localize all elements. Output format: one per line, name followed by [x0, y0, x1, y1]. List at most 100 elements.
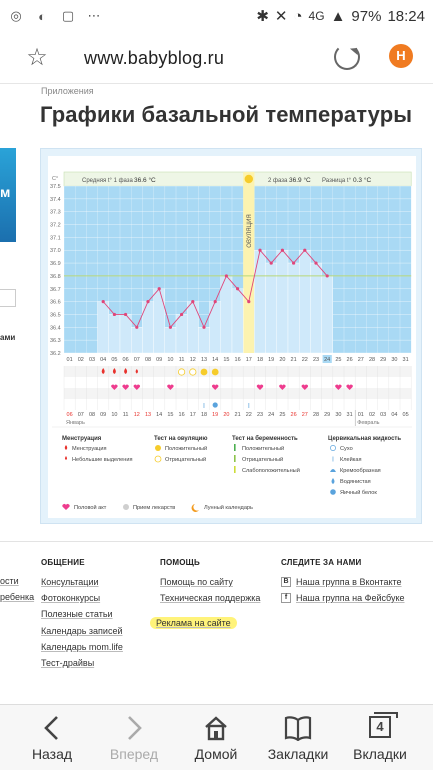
footer-column-title: ПОМОЩЬ [160, 558, 200, 567]
legend-ovulation-positive-icon [155, 445, 161, 451]
mucus-sticky-icon: I [332, 457, 334, 464]
nav-home-button[interactable]: Домой [176, 705, 256, 771]
more-dots-icon: ⋯ [87, 8, 101, 23]
temperature-bar [119, 314, 132, 354]
legend-item: Слабоположительный [242, 467, 300, 474]
mucus-sticky-icon: I [203, 403, 205, 410]
intercourse-heart-icon [111, 384, 118, 390]
footer-link-vk[interactable]: Наша группа в Вконтакте [296, 577, 402, 587]
legend-item: Яичный белок [340, 489, 377, 496]
footer-link-advertising[interactable]: Реклама на сайте [150, 617, 237, 630]
nav-bookmarks-button[interactable]: Закладки [258, 705, 338, 771]
temperature-bar [175, 314, 188, 354]
date-label: 27 [302, 412, 308, 418]
marker-row [64, 399, 412, 410]
nav-forward-label: Вперед [109, 746, 159, 762]
ovulation-test-negative-icon [189, 368, 197, 376]
temperature-bar [265, 262, 278, 354]
y-tick-label: 37.4 [50, 197, 61, 203]
legend-item: Отрицательный [242, 456, 283, 463]
side-banner[interactable]: м [0, 148, 16, 242]
breadcrumb[interactable]: Приложения [41, 86, 94, 96]
square-icon: ▢ [61, 8, 75, 23]
footer-link-consultations[interactable]: Консультации [41, 577, 99, 587]
chat-icon: ◐ [38, 8, 46, 24]
y-tick-label: 36.2 [50, 351, 61, 357]
footer-column-social: СЛЕДИТЕ ЗА НАМИ В Наша группа в Вконтакт… [281, 558, 405, 606]
footer-link-articles[interactable]: Полезные статьи [41, 609, 113, 620]
temperature-bar [198, 327, 210, 354]
footer-link-test-drives[interactable]: Тест-драйвы [41, 658, 95, 669]
tabs-count: 4 [369, 712, 398, 738]
legend-moon-icon [191, 504, 199, 512]
nav-tabs-button[interactable]: 4 Вкладки [340, 705, 420, 771]
mucus-creamy-icon [330, 469, 336, 472]
month-label: Январь [66, 420, 85, 426]
temperature-point [280, 248, 284, 252]
intercourse-heart-icon [279, 384, 286, 390]
legend-title-ovulation: Тест на овуляцию [154, 436, 207, 442]
diff-label: Разница t° [322, 178, 352, 184]
footer-link-momlife[interactable]: Календарь mom.life [41, 641, 123, 652]
date-label: 14 [156, 412, 162, 418]
footer-left-cut-link-2[interactable]: ребенка [0, 592, 35, 602]
footer-left-cut-link-1[interactable]: ости [0, 576, 19, 586]
date-label: 11 [123, 412, 129, 418]
y-tick-label: 36.9 [50, 261, 61, 267]
legend-item: Положительный [242, 445, 284, 452]
temperature-point [202, 325, 206, 329]
legend-item: Клейкая [340, 456, 361, 463]
footer-link-help[interactable]: Помощь по сайту [160, 577, 233, 587]
nav-back-button[interactable]: Назад [12, 705, 92, 771]
temperature-point [247, 300, 251, 304]
profile-avatar[interactable]: Н [389, 44, 413, 68]
temperature-point [146, 300, 150, 304]
footer-link-facebook[interactable]: Наша группа на Фейсбуке [296, 593, 405, 604]
ovulation-test-negative-icon [178, 368, 186, 376]
nav-forward-button[interactable]: Вперед [94, 705, 174, 771]
y-tick-label: 37.0 [50, 248, 61, 254]
intercourse-heart-icon [122, 384, 129, 390]
reload-icon[interactable] [334, 44, 360, 70]
footer-link-support[interactable]: Техническая поддержка [160, 593, 261, 604]
cycle-day-label: 23 [313, 357, 319, 363]
cycle-day-label: 16 [235, 357, 241, 363]
nav-bookmarks-label: Закладки [267, 746, 329, 762]
marker-row [64, 388, 412, 399]
y-tick-label: 36.6 [50, 300, 61, 306]
signal-icon: ▲ [330, 7, 346, 25]
phase1-label: Средняя t° 1 фаза [82, 178, 134, 184]
date-label: 07 [78, 412, 84, 418]
footer-link-photo-contests[interactable]: Фотоконкурсы [41, 593, 101, 604]
footer-column-community: ОБЩЕНИЕ Консультации Фотоконкурсы Полезн… [41, 558, 123, 671]
bookmark-star-icon[interactable]: ☆ [26, 44, 48, 71]
date-label: 20 [223, 412, 229, 418]
intercourse-heart-icon [346, 384, 353, 390]
url-field[interactable]: www.babyblog.ru [84, 48, 225, 68]
mucus-egg-white-icon [212, 402, 218, 408]
legend-item: Кремообразная [340, 468, 381, 474]
temperature-point [135, 325, 139, 329]
cycle-day-label: 14 [212, 357, 218, 363]
date-label: 12 [134, 412, 140, 418]
ovulation-column [243, 172, 255, 353]
temperature-point [213, 300, 217, 304]
intercourse-heart-icon [167, 384, 174, 390]
ovulation-sun-icon [244, 174, 253, 184]
legend-pregnancy-strip-icon [234, 444, 236, 451]
intercourse-heart-icon [256, 384, 264, 390]
cycle-day-label: 24 [324, 357, 330, 363]
date-label: 09 [100, 412, 106, 418]
menstruation-drop-icon [101, 368, 105, 374]
footer-link-calendar[interactable]: Календарь записей [41, 625, 123, 636]
legend-item: Небольшие выделения [72, 457, 133, 463]
intercourse-heart-icon [335, 384, 342, 390]
legend-item: Водянистая [340, 479, 371, 485]
date-label: 10 [111, 412, 117, 418]
cycle-day-label: 07 [134, 357, 140, 363]
legend-item: Отрицательный [165, 456, 206, 463]
cycle-day-label: 19 [268, 357, 274, 363]
cycle-day-label: 25 [335, 357, 341, 363]
side-input[interactable] [0, 289, 16, 307]
cycle-day-label: 09 [156, 357, 162, 363]
